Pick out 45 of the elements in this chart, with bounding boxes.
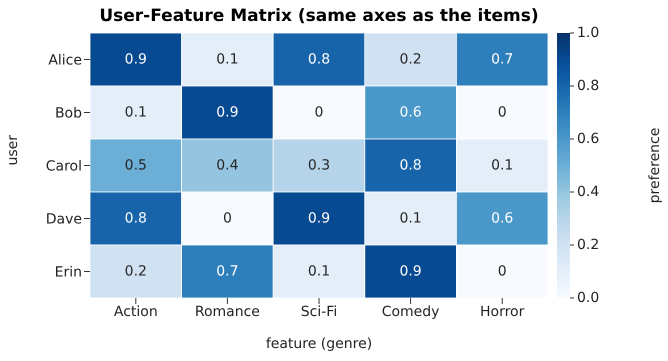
data-label: 0 (498, 104, 507, 120)
data-label: 0.9 (308, 210, 330, 226)
data-label: 0.1 (124, 104, 147, 120)
data-label: 0.8 (399, 158, 422, 174)
x-tick-label: Horror (480, 304, 525, 320)
data-label: 0.4 (216, 158, 239, 174)
y-tick-label: Bob (54, 105, 82, 122)
x-tick-label: Action (114, 304, 158, 320)
x-tick-label: Comedy (382, 304, 440, 320)
y-tick-label: Erin (54, 264, 82, 280)
color-bar-label: 0.8 (577, 78, 600, 94)
data-label: 0 (314, 104, 324, 120)
data-label: 0.6 (491, 210, 514, 226)
y-tick-label: Carol (46, 158, 82, 174)
color-bar-label: 0.4 (577, 184, 600, 200)
data-label: 0.3 (308, 158, 330, 174)
data-label: 0.9 (399, 264, 422, 280)
data-label: 0.9 (124, 52, 147, 68)
data-label: 0.1 (399, 210, 422, 226)
color-bar-label: 0.2 (577, 237, 600, 253)
x-tick-label: Sci-Fi (300, 304, 338, 320)
data-label: 0.7 (491, 52, 514, 68)
y-tick-label: Alice (48, 52, 82, 68)
data-label: 0.6 (399, 104, 422, 120)
data-label: 0 (498, 264, 507, 280)
data-label: 0.5 (124, 158, 147, 174)
data-label: 0.8 (124, 210, 147, 226)
color-bar-label: 0.6 (577, 131, 600, 147)
data-label: 0.2 (399, 52, 422, 68)
data-label: 0.7 (216, 264, 239, 280)
data-label: 0.1 (308, 264, 330, 280)
y-axis-title: user (4, 134, 21, 166)
x-tick-label: Romance (194, 304, 260, 320)
y-tick-label: Dave (46, 211, 82, 228)
chart-title: User-Feature Matrix (same axes as the items) (99, 6, 539, 26)
data-label: 0.1 (491, 158, 514, 174)
data-label: 0.9 (216, 104, 239, 120)
data-label: 0.8 (308, 52, 330, 68)
data-label: 0.1 (216, 52, 239, 68)
color-bar-label: 1.0 (577, 25, 600, 41)
data-label: 0 (222, 210, 232, 226)
x-axis-title: feature (genre) (266, 336, 372, 352)
color-bar-label: 0.0 (577, 290, 600, 306)
data-label: 0.2 (124, 264, 147, 280)
color-bar-title: preference (647, 128, 663, 204)
